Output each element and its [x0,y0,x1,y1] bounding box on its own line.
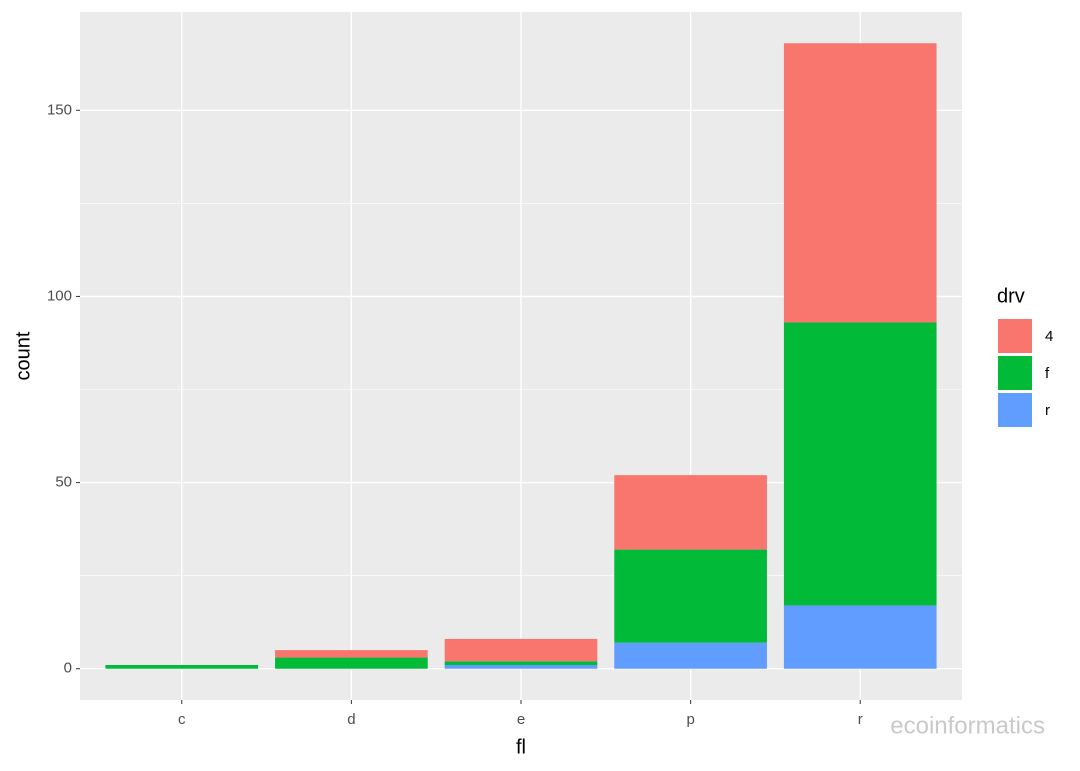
y-axis-title: count [12,331,34,380]
legend-swatch [998,393,1032,427]
x-tick-label: p [686,711,694,728]
bar-segment [105,665,259,669]
legend-label: f [1045,365,1050,382]
x-tick-label: c [178,711,186,728]
bar-segment [275,650,428,658]
bar-segment [444,665,598,669]
x-axis-title: fl [516,736,526,758]
bar-segment [783,322,937,606]
legend-label: r [1045,402,1050,419]
y-tick-label: 150 [47,101,72,118]
bar-segment [444,661,598,666]
x-tick-label: r [858,711,863,728]
bar-segment [783,605,937,669]
bar-segment [444,638,598,662]
bars [105,43,937,669]
y-tick-label: 50 [55,474,72,491]
x-tick-label: e [517,711,525,728]
bar-segment [275,657,428,669]
legend-swatch [998,356,1032,390]
x-tick-label: d [347,711,355,728]
y-tick-label: 100 [47,287,72,304]
bar-segment [614,642,767,669]
legend-swatch [998,319,1032,353]
bar-segment [614,475,767,550]
bar-segment [614,549,767,643]
legend-label: 4 [1045,328,1053,345]
y-tick-label: 0 [64,660,72,677]
watermark: ecoinformatics [890,712,1045,739]
legend-title: drv [997,285,1025,307]
bar-segment [783,43,937,323]
